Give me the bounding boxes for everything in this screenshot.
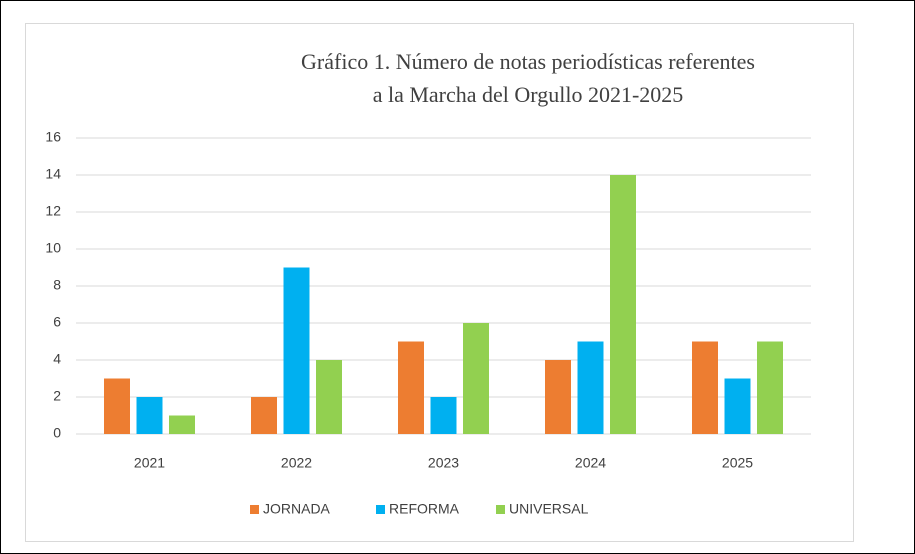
bar bbox=[577, 341, 604, 434]
y-tick-label: 8 bbox=[53, 277, 61, 293]
bar bbox=[463, 323, 489, 434]
bar bbox=[545, 360, 571, 434]
chart-title: Gráfico 1. Número de notas periodísticas… bbox=[301, 49, 755, 107]
x-tick-label: 2022 bbox=[281, 455, 312, 471]
x-tick-label: 2025 bbox=[722, 455, 753, 471]
bar bbox=[398, 341, 424, 434]
legend-label: REFORMA bbox=[389, 501, 460, 517]
bar bbox=[136, 397, 163, 434]
bar bbox=[251, 397, 277, 434]
legend-label: UNIVERSAL bbox=[509, 501, 589, 517]
bar bbox=[169, 415, 195, 434]
bar bbox=[610, 175, 636, 434]
bar bbox=[724, 378, 751, 434]
legend-swatch bbox=[250, 505, 259, 514]
bar bbox=[104, 378, 130, 434]
bar bbox=[316, 360, 342, 434]
y-tick-label: 12 bbox=[45, 203, 61, 219]
bar bbox=[430, 397, 457, 434]
legend-label: JORNADA bbox=[263, 501, 331, 517]
legend-swatch bbox=[376, 505, 385, 514]
bar bbox=[757, 341, 783, 434]
legend-swatch bbox=[496, 505, 505, 514]
chart-frame bbox=[25, 23, 854, 542]
y-tick-label: 2 bbox=[53, 388, 61, 404]
x-tick-label: 2023 bbox=[428, 455, 459, 471]
bar bbox=[283, 267, 310, 434]
bar bbox=[692, 341, 718, 434]
y-tick-label: 16 bbox=[45, 129, 61, 145]
x-tick-label: 2024 bbox=[575, 455, 606, 471]
y-tick-label: 6 bbox=[53, 314, 61, 330]
x-tick-label: 2021 bbox=[134, 455, 165, 471]
y-tick-label: 10 bbox=[45, 240, 61, 256]
y-tick-label: 4 bbox=[53, 351, 61, 367]
y-tick-label: 0 bbox=[53, 425, 61, 441]
y-tick-label: 14 bbox=[45, 166, 61, 182]
